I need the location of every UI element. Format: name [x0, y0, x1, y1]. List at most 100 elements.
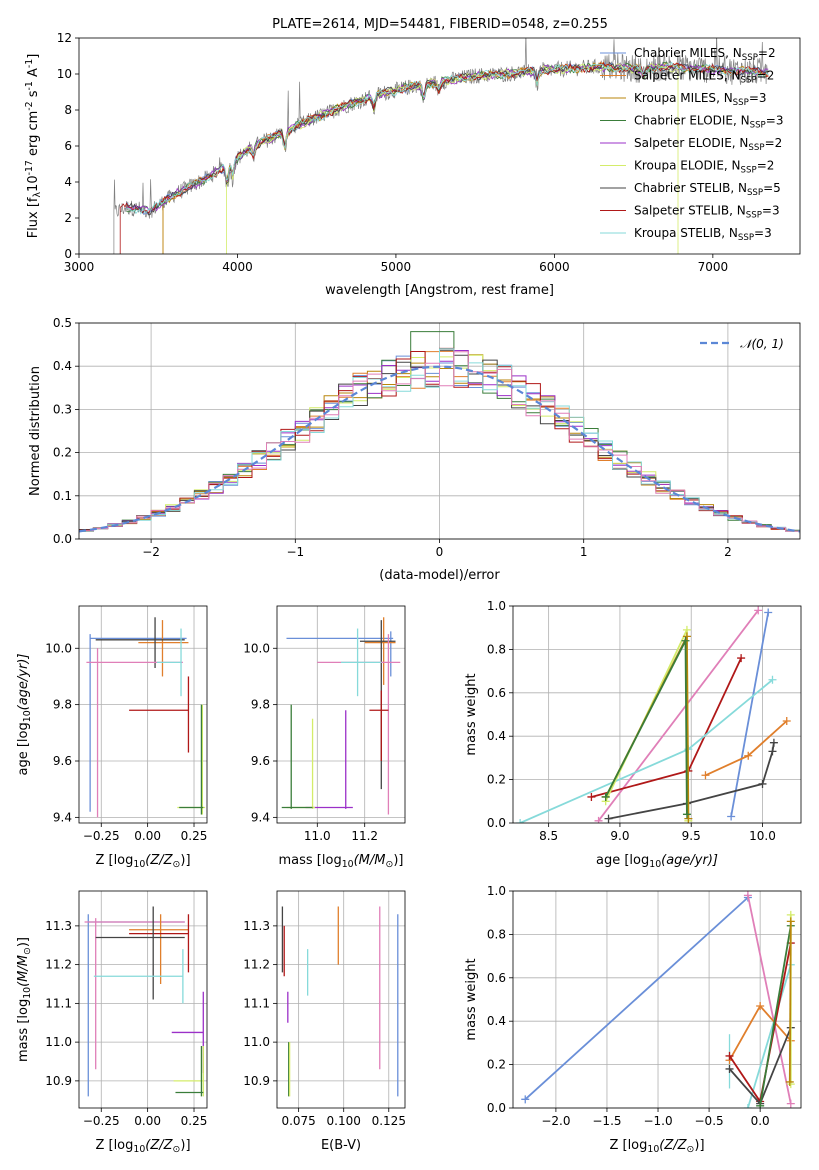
x-tick-label: −0.25: [83, 829, 120, 843]
y-tick-label: 9.6: [53, 754, 72, 768]
series-line: [747, 964, 792, 1108]
spectrum-y-label-part: λ: [32, 191, 43, 197]
spectrum-model-line: [225, 62, 679, 254]
series-point: [701, 771, 710, 780]
x-tick-label: 4000: [222, 260, 253, 274]
legend-label-part: =2: [757, 159, 775, 173]
tick-marks: −2 −1 0 1 2 0.0 0.1 0.2 0.3 0.4 0.5: [53, 316, 732, 559]
series-point: [727, 812, 736, 821]
x-tick-label: 7000: [698, 260, 729, 274]
series-point: [782, 717, 791, 726]
x-tick-label: 0.0: [751, 1114, 770, 1128]
legend-label-part: Kroupa ELODIE: [634, 159, 724, 173]
mass_vs_Z-x-label-part: )]: [180, 1138, 190, 1153]
series-line: [747, 895, 792, 1104]
massweight-vs-age-panel: 8.5 9.0 9.5 10.0 0.0 0.2 0.4 0.6 0.8 1.0 age [log1…: [464, 599, 802, 870]
x-tick-label: 5000: [381, 260, 412, 274]
spectrum-model-line: [126, 61, 769, 215]
y-tick-label: 0.4: [53, 359, 72, 373]
legend-label-part: SSP: [742, 53, 758, 63]
series-line: [524, 896, 749, 1100]
y-tick-label: 10.9: [243, 1074, 270, 1088]
mass_vs_Z-y-label-part: (M/M: [16, 955, 31, 987]
errorbar-group: [86, 617, 206, 818]
massweight_vs_age-x-label-part: 10: [649, 859, 661, 870]
legend-label-part: Chabrier STELIB: [634, 181, 730, 195]
series-line: [730, 612, 770, 817]
x-tick-label: 3000: [64, 260, 95, 274]
age_vs_Z-x-label-part: )]: [180, 853, 190, 868]
series-point: [785, 1077, 794, 1086]
series-line: [597, 609, 759, 822]
y-tick-label: 11.2: [243, 958, 270, 972]
age_vs_mass-x-label: mass [log10(M/M⊙)]: [279, 853, 404, 870]
mass_vs_Z-y-label-part: ⊙: [22, 947, 33, 955]
age_vs_Z-x-label-part: 10: [133, 859, 145, 870]
y-tick-label: 0.6: [487, 686, 506, 700]
y-tick-label: 0.6: [487, 971, 506, 985]
massweight_vs_age-x-label-part: (age/yr)]: [661, 853, 718, 868]
mass_vs_Z-x-label-part: (Z/Z: [145, 1138, 173, 1153]
x-tick-label: 9.5: [682, 829, 701, 843]
series-group: [521, 891, 795, 1108]
x-tick-label: 8.5: [539, 829, 558, 843]
series-point: [786, 917, 795, 926]
series-point: [516, 819, 525, 823]
legend-label-part: SSP: [741, 76, 757, 86]
series-line: [604, 635, 690, 819]
mass_vs_Z-y-label-part: mass [log: [16, 999, 31, 1062]
spectrum-data-group: [113, 38, 769, 254]
grid-lines: [277, 891, 405, 1108]
series-point: [756, 1101, 765, 1108]
massweight-vs-metallicity-panel: −2.0 −1.5 −1.0 −0.5 0.0 0.0 0.2 0.4 0.6 0.8 1.0 Z […: [464, 884, 802, 1155]
age_vs_Z-x-label-part: ⊙: [173, 859, 181, 870]
y-tick-label: 10.0: [243, 641, 270, 655]
legend-label: Kroupa ELODIE, NSSP=2: [634, 159, 774, 176]
age_vs_Z-x-label-part: (Z/Z: [145, 853, 173, 868]
y-tick-label: 10.9: [45, 1074, 72, 1088]
y-tick-label: 0.2: [53, 446, 72, 460]
legend-label-part: , N: [730, 181, 747, 195]
legend-label-part: =2: [757, 69, 775, 83]
tick-marks: −2.0 −1.5 −1.0 −0.5 0.0 0.0 0.2 0.4 0.6 0.8 1.0: [487, 884, 770, 1128]
series-point: [594, 816, 603, 823]
massweight_vs_Z-x-label-part: Z [log: [609, 1138, 647, 1153]
axes-frame: [78, 322, 801, 540]
legend-label: Salpeter STELIB, NSSP=3: [634, 204, 780, 221]
series-point: [768, 747, 777, 756]
series-point: [725, 1051, 734, 1060]
y-tick-label: 11.0: [243, 1035, 270, 1049]
age_vs_Z-y-label-part: (age/yr)]: [16, 654, 31, 711]
age_vs_Z-x-label: Z [log10(Z/Z⊙)]: [95, 853, 190, 870]
age_vs_mass-x-label-part: )]: [393, 853, 403, 868]
x-tick-label: 10.0: [749, 829, 776, 843]
y-tick-label: 1.0: [487, 884, 506, 898]
y-tick-label: 0.8: [487, 927, 506, 941]
series-point: [684, 814, 693, 823]
mass_vs_Z-y-label-part: 10: [22, 987, 33, 999]
axes-frame: [78, 890, 208, 1109]
x-tick-label: 11.0: [304, 829, 331, 843]
mass_vs_Z-x-label-part: ⊙: [173, 1144, 181, 1155]
residual-legend: 𝒩(0, 1): [700, 337, 784, 351]
age_vs_mass-x-label-part: 10: [342, 859, 354, 870]
spectrum-y-label: Flux [fλ10-17 erg cm-2 s-1 A-1]: [24, 54, 43, 239]
y-tick-label: 9.8: [53, 698, 72, 712]
spectrum-y-label-part: -1: [24, 59, 35, 68]
axes-frame: [276, 605, 406, 824]
errorbar-group: [281, 617, 401, 815]
legend-label-part: =3: [749, 91, 767, 105]
legend-label: Salpeter ELODIE, NSSP=2: [634, 136, 782, 153]
x-tick-label: −1: [286, 545, 304, 559]
mass_vs_Z-y-label-part: )]: [16, 937, 31, 947]
y-tick-label: 4: [64, 175, 72, 189]
tick-marks: −0.25 0.00 0.25 10.9 11.0 11.1 11.2 11.3: [45, 919, 207, 1128]
residual-histogram-panel: −2 −1 0 1 2 0.0 0.1 0.2 0.3 0.4 0.5 𝒩(0, 1) (data-mo…: [28, 316, 801, 583]
legend-label-part: Kroupa STELIB: [634, 226, 721, 240]
y-tick-label: 11.0: [45, 1035, 72, 1049]
legend-label-part: , N: [721, 226, 738, 240]
y-tick-label: 0.8: [487, 642, 506, 656]
legend-label-part: SSP: [750, 121, 766, 131]
massweight_vs_age-y-label: mass weight: [464, 673, 479, 755]
